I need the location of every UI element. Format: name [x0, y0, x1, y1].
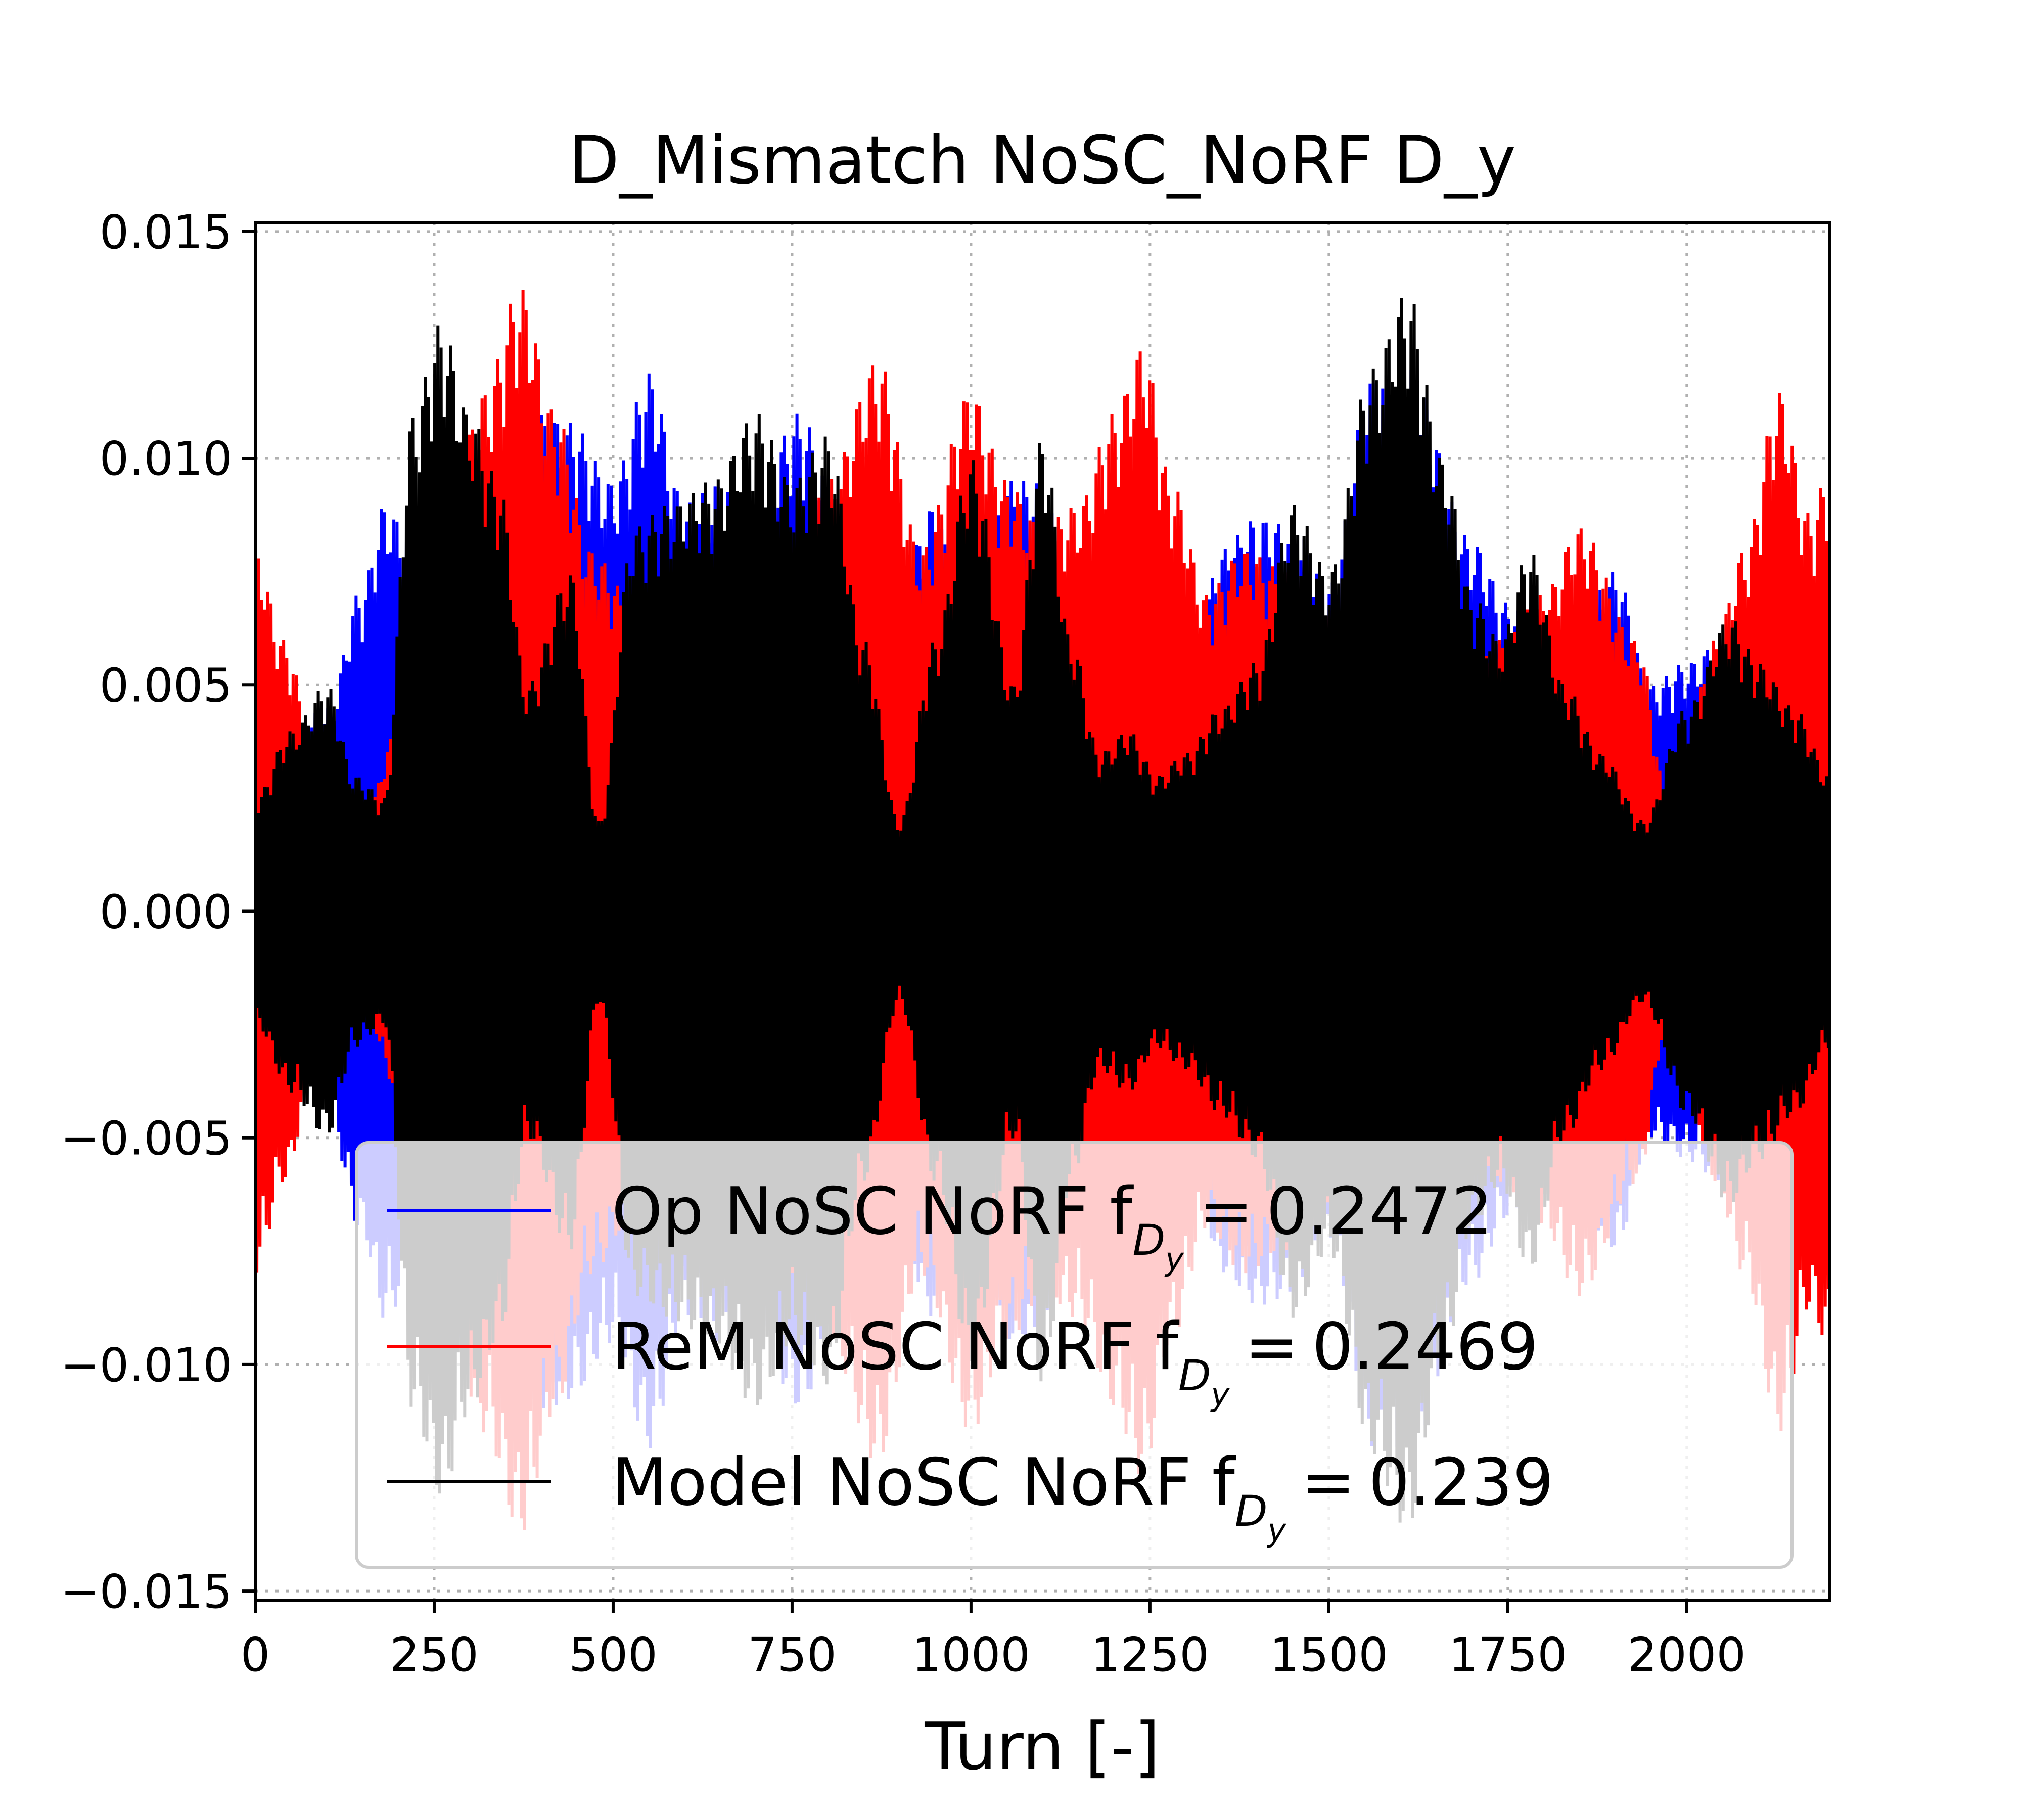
x-axis-label: Turn [-]	[924, 1708, 1160, 1785]
ticks: 0 250 500 750 1000 1250 1500 1750 2000 0.015 0.010…	[61, 205, 1746, 1682]
y-tick-label: −0.015	[61, 1565, 233, 1619]
series-layer	[254, 290, 1831, 1531]
x-tick-label: 1000	[912, 1628, 1030, 1682]
x-tick-label: 2000	[1628, 1628, 1746, 1682]
legend-entry-label: Model NoSC NoRF fDy= 0.239	[612, 1445, 1554, 1549]
x-tick-label: 1750	[1449, 1628, 1567, 1682]
y-tick-label: −0.005	[61, 1112, 233, 1166]
legend-entry-label: Op NoSC NoRF fDy= 0.2472	[612, 1174, 1493, 1278]
y-tick-label: 0.005	[100, 658, 233, 712]
y-tick-label: 0.015	[100, 205, 233, 259]
x-tick-label: 250	[390, 1628, 479, 1682]
series-line-3	[254, 298, 1831, 1523]
y-tick-label: −0.010	[61, 1338, 233, 1392]
x-tick-label: 0	[241, 1628, 270, 1682]
legend-box	[355, 1141, 1794, 1569]
y-tick-label: 0.010	[100, 432, 233, 486]
x-tick-label: 1500	[1270, 1628, 1388, 1682]
x-tick-label: 1250	[1091, 1628, 1209, 1682]
y-tick-label: 0.000	[100, 885, 233, 939]
legend: Op NoSC NoRF fDy= 0.2472 ReM NoSC NoRF fDy…	[355, 1141, 1794, 1569]
x-tick-label: 750	[748, 1628, 837, 1682]
x-tick-label: 500	[569, 1628, 658, 1682]
legend-entry-label: ReM NoSC NoRF fDy= 0.2469	[612, 1309, 1538, 1413]
chart-title: D_Mismatch NoSC_NoRF D_y	[569, 122, 1516, 199]
